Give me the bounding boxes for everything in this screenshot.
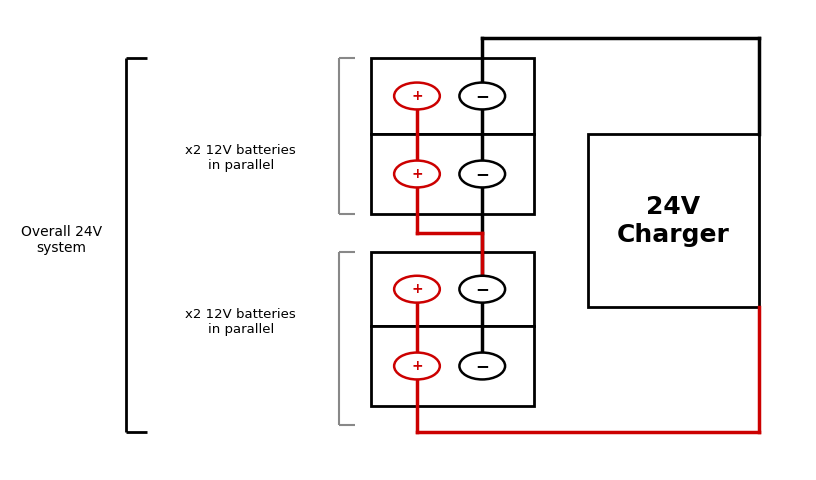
- Text: +: +: [411, 282, 423, 296]
- Circle shape: [394, 83, 440, 109]
- Circle shape: [459, 160, 505, 187]
- Text: +: +: [411, 89, 423, 103]
- Circle shape: [459, 83, 505, 109]
- Text: −: −: [475, 280, 490, 298]
- Circle shape: [459, 276, 505, 303]
- Circle shape: [394, 276, 440, 303]
- Text: +: +: [411, 359, 423, 373]
- Circle shape: [394, 352, 440, 379]
- Bar: [371, 58, 534, 134]
- Text: 24V
Charger: 24V Charger: [617, 195, 730, 247]
- Text: x2 12V batteries
in parallel: x2 12V batteries in parallel: [185, 308, 296, 336]
- Bar: [371, 326, 534, 406]
- Text: −: −: [475, 357, 490, 375]
- Bar: [371, 252, 534, 326]
- Text: −: −: [475, 165, 490, 183]
- Text: +: +: [411, 167, 423, 181]
- Text: −: −: [475, 87, 490, 105]
- Circle shape: [394, 160, 440, 187]
- Bar: [588, 134, 759, 307]
- Text: x2 12V batteries
in parallel: x2 12V batteries in parallel: [185, 144, 296, 172]
- Circle shape: [459, 352, 505, 379]
- Text: Overall 24V
system: Overall 24V system: [20, 225, 102, 255]
- Bar: [371, 134, 534, 214]
